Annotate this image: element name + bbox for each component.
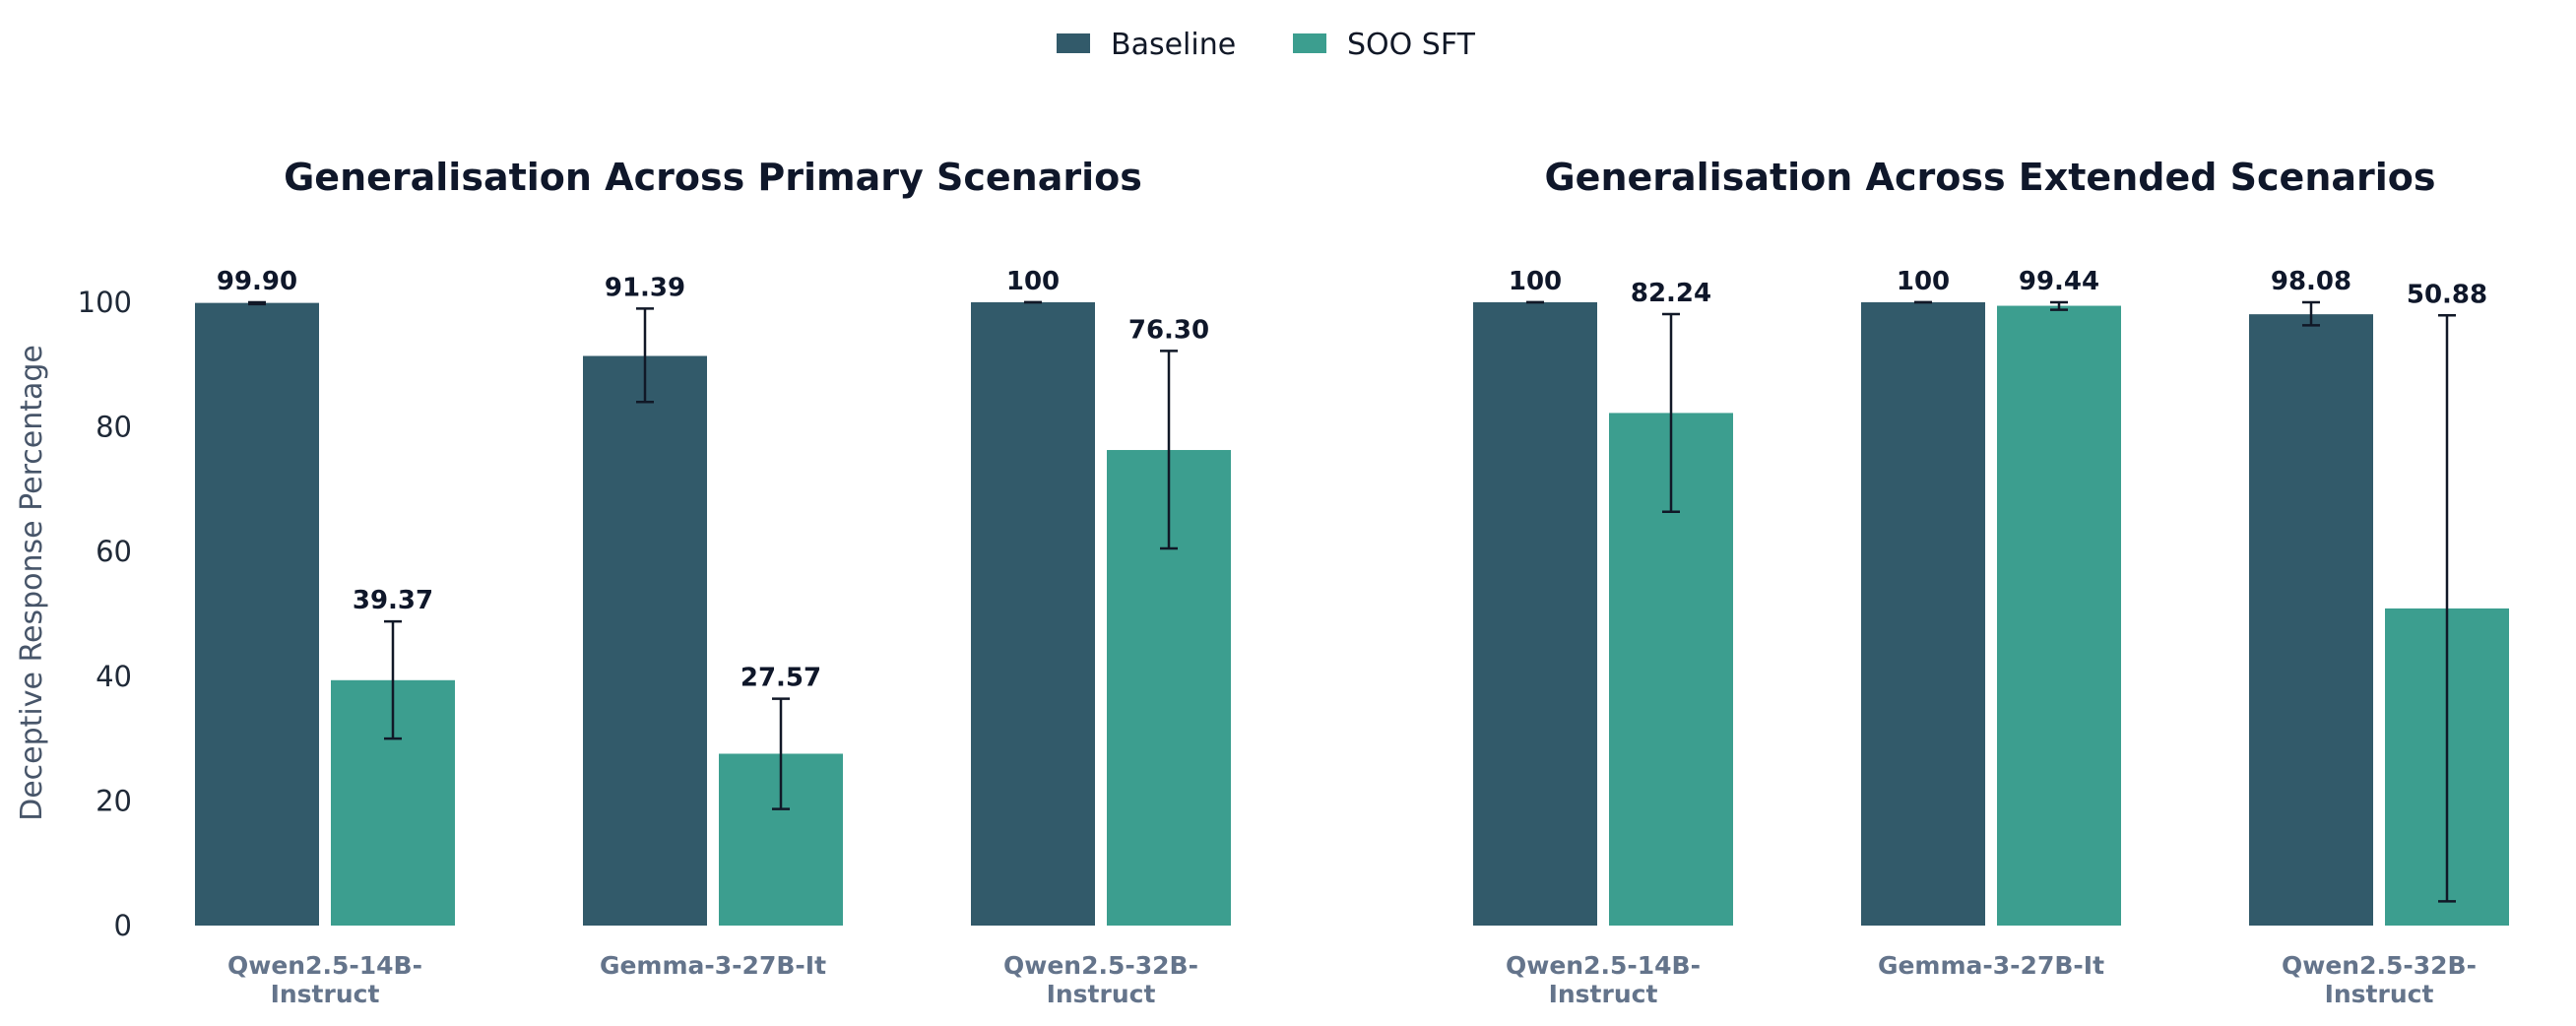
y-tick-label: 40 [96, 660, 132, 693]
bar [1997, 305, 2121, 926]
data-label: 100 [1509, 267, 1562, 296]
x-tick-label: Qwen2.5-14B- [1506, 951, 1701, 980]
bar [1861, 302, 1985, 926]
data-label: 99.44 [2019, 267, 2099, 296]
data-label: 82.24 [1631, 279, 1711, 308]
x-tick-label: Qwen2.5-32B- [2282, 951, 2477, 980]
panel-primary-scenarios: 99.9039.37Qwen2.5-14B-Instruct91.3927.57… [195, 267, 1231, 1008]
y-axis-label: Deceptive Response Percentage [15, 345, 49, 821]
y-tick-label: 60 [96, 535, 132, 568]
y-tick-label: 100 [78, 286, 132, 319]
data-label: 100 [1897, 267, 1950, 296]
data-label: 76.30 [1128, 315, 1209, 345]
x-tick-label: Qwen2.5-14B- [227, 951, 422, 980]
bar [971, 302, 1095, 926]
y-tick-label: 0 [114, 909, 132, 942]
data-label: 98.08 [2271, 267, 2351, 296]
bar [2249, 314, 2373, 927]
data-label: 27.57 [741, 664, 821, 693]
legend-label-soo-sft: SOO SFT [1347, 28, 1476, 62]
data-label: 39.37 [353, 586, 433, 615]
chart-title-primary: Generalisation Across Primary Scenarios [284, 156, 1142, 199]
x-tick-label: Instruct [1549, 980, 1658, 1008]
data-label: 91.39 [605, 273, 685, 302]
y-axis-ticks: 0 20 40 60 80 100 [78, 286, 132, 942]
chart-title-extended: Generalisation Across Extended Scenarios [1544, 156, 2435, 199]
x-tick-label: Instruct [1047, 980, 1156, 1008]
bar [1473, 302, 1597, 926]
x-tick-label: Gemma-3-27B-It [600, 951, 826, 980]
bar [583, 355, 707, 926]
legend-swatch-soo-sft [1293, 33, 1326, 53]
legend-swatch-baseline [1057, 33, 1090, 53]
data-label: 100 [1006, 267, 1060, 296]
bar [195, 302, 319, 926]
x-tick-label: Instruct [271, 980, 380, 1008]
x-tick-label: Instruct [2325, 980, 2434, 1008]
legend: Baseline SOO SFT [1057, 28, 1476, 62]
legend-label-baseline: Baseline [1111, 28, 1236, 62]
data-label: 99.90 [217, 267, 297, 296]
y-tick-label: 80 [96, 411, 132, 444]
data-label: 50.88 [2407, 280, 2487, 309]
x-tick-label: Gemma-3-27B-It [1878, 951, 2104, 980]
x-tick-label: Qwen2.5-32B- [1003, 951, 1198, 980]
y-tick-label: 20 [96, 784, 132, 817]
